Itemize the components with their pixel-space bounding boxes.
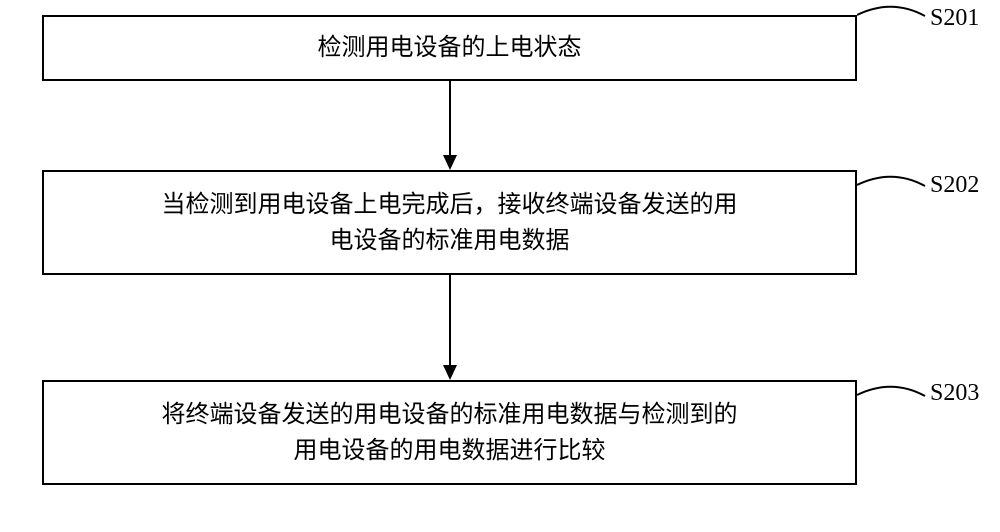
step-2-text-line1: 当检测到用电设备上电完成后，接收终端设备发送的用 — [162, 187, 738, 223]
step-2-text-line2: 电设备的标准用电数据 — [162, 223, 738, 259]
arrow-2 — [440, 275, 460, 380]
connector-3 — [857, 378, 927, 418]
connector-2 — [857, 168, 927, 208]
step-3-text-line2: 用电设备的用电数据进行比较 — [162, 433, 738, 469]
step-2-text-container: 当检测到用电设备上电完成后，接收终端设备发送的用 电设备的标准用电数据 — [162, 187, 738, 259]
step-label-2: S202 — [930, 172, 979, 199]
step-box-2: 当检测到用电设备上电完成后，接收终端设备发送的用 电设备的标准用电数据 — [42, 170, 857, 275]
step-box-1: 检测用电设备的上电状态 — [42, 15, 857, 81]
step-1-text: 检测用电设备的上电状态 — [318, 30, 582, 66]
step-label-3: S203 — [930, 380, 979, 407]
step-label-1: S201 — [930, 5, 979, 32]
step-3-text-container: 将终端设备发送的用电设备的标准用电数据与检测到的 用电设备的用电数据进行比较 — [162, 397, 738, 469]
flowchart-container: 检测用电设备的上电状态 S201 当检测到用电设备上电完成后，接收终端设备发送的… — [0, 0, 1000, 532]
step-3-text-line1: 将终端设备发送的用电设备的标准用电数据与检测到的 — [162, 397, 738, 433]
arrow-1 — [440, 81, 460, 170]
step-box-3: 将终端设备发送的用电设备的标准用电数据与检测到的 用电设备的用电数据进行比较 — [42, 380, 857, 485]
connector-1 — [857, 0, 927, 40]
